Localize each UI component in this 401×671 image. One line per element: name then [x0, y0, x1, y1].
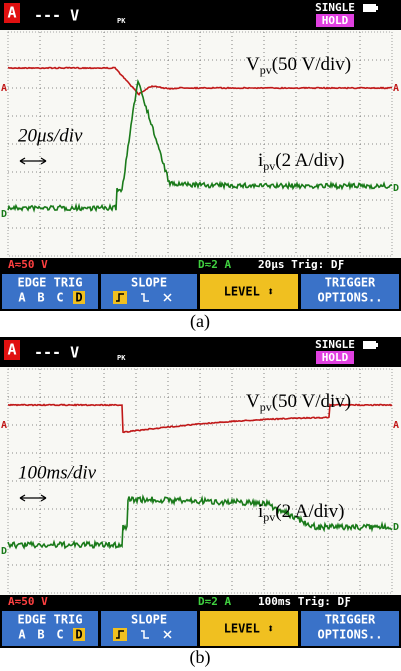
current-scale: (2 A/div) — [275, 501, 344, 522]
reading: --- V — [34, 7, 79, 25]
single-label: SINGLE — [315, 338, 355, 351]
marker-a-right: A — [393, 420, 399, 431]
voltage-scale: (50 V/div) — [272, 391, 351, 412]
input-option: D — [75, 291, 82, 305]
trigger: TRIGGER — [325, 276, 376, 290]
channel-label: A — [7, 4, 16, 22]
time-scale: 20μs/div — [18, 125, 83, 146]
slope: SLOPE — [131, 613, 167, 627]
marker-d-left: D — [1, 546, 7, 557]
marker-a-left: A — [1, 83, 7, 94]
status-time: 100ms Trig: DƑ — [258, 595, 351, 608]
reading-icon: PK — [117, 17, 126, 25]
voltage-scale: (50 V/div) — [272, 54, 351, 75]
battery-tip — [376, 343, 378, 347]
marker-d-right: D — [393, 522, 399, 533]
trigger: TRIGGER — [325, 613, 376, 627]
current-subscript: pv — [263, 510, 275, 524]
options: OPTIONS.. — [317, 628, 382, 642]
status-d: D≂2 A — [198, 595, 231, 608]
input-option: A — [18, 291, 26, 305]
reading: --- V — [34, 344, 79, 362]
voltage-symbol: V — [246, 391, 260, 412]
level: LEVEL ⬍ — [224, 285, 275, 299]
slope-selected — [113, 628, 127, 641]
status-time: 20μs Trig: DƑ — [258, 258, 344, 271]
level: LEVEL ⬍ — [224, 622, 275, 636]
single-label: SINGLE — [315, 1, 355, 14]
hold-label: HOLD — [322, 14, 349, 27]
battery-tip — [376, 6, 378, 10]
current-subscript: pv — [263, 159, 275, 173]
input-option: B — [37, 628, 44, 642]
voltage-symbol: V — [246, 54, 260, 75]
marker-d-left: D — [1, 209, 7, 220]
input-option: D — [75, 628, 82, 642]
status-a: A≂50 V — [8, 258, 48, 271]
status-d: D≂2 A — [198, 258, 231, 271]
battery-icon — [363, 341, 376, 349]
figure: A--- VPKSINGLEHOLDAADDVpv(50 V/div)ipv(2… — [0, 0, 401, 671]
input-option: B — [37, 291, 44, 305]
input-option: A — [18, 628, 26, 642]
hold-label: HOLD — [322, 351, 349, 364]
input-option: C — [56, 291, 63, 305]
marker-d-right: D — [393, 183, 399, 194]
marker-a-left: A — [1, 420, 7, 431]
time-scale: 100ms/div — [18, 462, 97, 483]
edge-trig: EDGE TRIG — [17, 276, 82, 290]
marker-a-right: A — [393, 83, 399, 94]
reading-icon: PK — [117, 354, 126, 362]
input-option: C — [56, 628, 63, 642]
edge-trig: EDGE TRIG — [17, 613, 82, 627]
voltage-subscript: pv — [260, 63, 272, 77]
status-a: A≂50 V — [8, 595, 48, 608]
slope-selected — [113, 291, 127, 304]
channel-label: A — [7, 341, 16, 359]
battery-icon — [363, 4, 376, 12]
caption: (a) — [190, 311, 210, 332]
voltage-subscript: pv — [260, 400, 272, 414]
options: OPTIONS.. — [317, 291, 382, 305]
caption: (b) — [190, 647, 211, 668]
current-scale: (2 A/div) — [275, 150, 344, 171]
slope: SLOPE — [131, 276, 167, 290]
